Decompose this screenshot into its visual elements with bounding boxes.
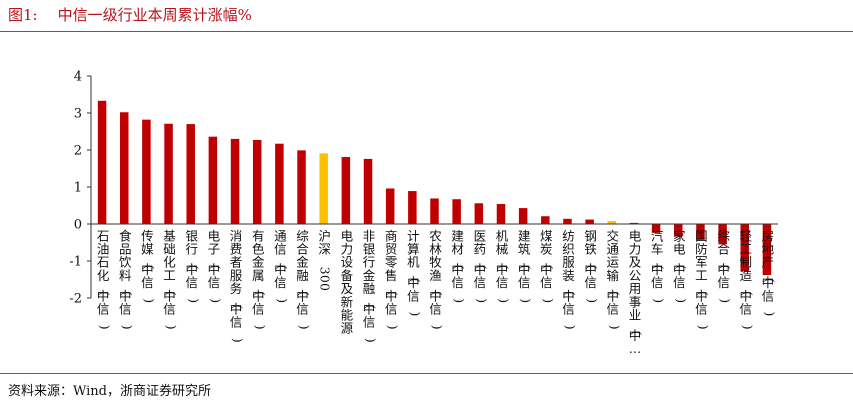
figure-label: 图1: xyxy=(8,6,38,24)
x-tick-label: 商贸零售(中信) xyxy=(385,228,401,329)
y-tick-label: 1 xyxy=(74,181,82,196)
x-tick-label: 建筑(中信) xyxy=(518,228,534,303)
bar xyxy=(430,198,439,224)
y-tick-label: 4 xyxy=(74,70,82,85)
bar xyxy=(585,219,594,224)
x-tick-label: 家电(中信) xyxy=(673,228,689,303)
x-tick-label: 农林牧渔(中信) xyxy=(429,228,445,329)
y-tick-label: -2 xyxy=(69,292,82,307)
figure-title: 图1: 中信一级行业本周累计涨幅% xyxy=(8,4,252,25)
x-tick-label: 通信(中信) xyxy=(274,228,290,303)
bar xyxy=(341,157,351,224)
y-tick-label: 3 xyxy=(74,107,82,122)
title-divider xyxy=(0,31,853,32)
bar xyxy=(275,143,284,224)
x-tick-label: 建材(中信) xyxy=(451,228,467,303)
bar-chart: 4 3 2 1 0 -1 -2 石油石化(中信) 食品饮料(中信) 传媒(中信) 基础化工(中信) 银… xyxy=(69,70,778,356)
bar xyxy=(164,123,173,224)
y-tick-label: 0 xyxy=(74,218,82,233)
bar xyxy=(718,224,727,245)
x-tick-label: 轻工制造(中信) xyxy=(740,228,756,329)
x-tick-label: 国防军工(中信) xyxy=(695,228,711,329)
bar xyxy=(518,208,528,224)
bar xyxy=(607,221,617,224)
bar xyxy=(208,136,218,224)
x-tick-label: 电子(中信) xyxy=(208,228,224,303)
x-tick-label: 纺织服装(中信) xyxy=(562,228,578,329)
bar xyxy=(496,204,506,224)
bar xyxy=(119,112,129,224)
bar xyxy=(97,100,107,224)
bar xyxy=(474,203,484,224)
x-tick-label: 计算机(中信) xyxy=(407,228,423,316)
x-tick-label: 沪深 3 0 0 xyxy=(318,228,333,291)
bar xyxy=(696,224,705,240)
bar xyxy=(230,138,240,224)
bar xyxy=(319,153,328,224)
x-tick-label: 传媒(中信) xyxy=(141,228,157,303)
x-tick-label: 综合(中信) xyxy=(717,228,733,303)
bar xyxy=(762,224,772,276)
bar xyxy=(740,224,750,272)
bar xyxy=(541,216,550,224)
x-tick-label: 食品饮料(中信) xyxy=(119,228,135,329)
x-tick-label: 房地产(中信) xyxy=(762,228,778,316)
x-tick-label: 电力设备及新能源 xyxy=(341,228,354,335)
x-tick-label: 医药(中信) xyxy=(474,228,490,303)
bar xyxy=(142,119,151,224)
x-tick-label: 煤炭(中信) xyxy=(540,228,556,303)
x-tick-label: 石油石化(中信) xyxy=(97,228,113,329)
bar xyxy=(385,188,395,224)
bar xyxy=(252,140,262,224)
bar xyxy=(674,224,683,237)
bar xyxy=(408,191,417,224)
x-tick-label: 综合金融(中信) xyxy=(296,228,312,329)
x-tick-label: 消费者服务(中信) xyxy=(230,228,246,343)
x-tick-label: 汽车(中信) xyxy=(651,228,667,303)
bar xyxy=(563,218,572,224)
x-tick-label: 交通运输(中信) xyxy=(607,228,623,329)
figure-title-text: 中信一级行业本周累计涨幅% xyxy=(57,6,252,24)
bar xyxy=(186,124,195,224)
bar xyxy=(651,224,661,233)
y-tick-label: -1 xyxy=(69,255,82,270)
footer-divider xyxy=(0,373,853,374)
source-note: 资料来源：Wind，浙商证券研究所 xyxy=(8,384,211,399)
x-tick-label: 银行(中信) xyxy=(185,228,201,303)
bar xyxy=(629,222,639,224)
x-tick-label: 电力及公用事业(中… xyxy=(629,228,645,356)
bar xyxy=(363,158,373,224)
bar xyxy=(452,199,461,224)
x-tick-label: 非银行金融(中信) xyxy=(363,228,379,343)
bar xyxy=(297,150,306,224)
y-tick-label: 2 xyxy=(74,144,82,159)
x-tick-label: 钢铁(中信) xyxy=(584,228,600,303)
x-tick-label: 基础化工(中信) xyxy=(163,228,179,329)
x-tick-label: 机械(中信) xyxy=(496,228,512,303)
x-tick-label: 有色金属(中信) xyxy=(252,228,268,329)
